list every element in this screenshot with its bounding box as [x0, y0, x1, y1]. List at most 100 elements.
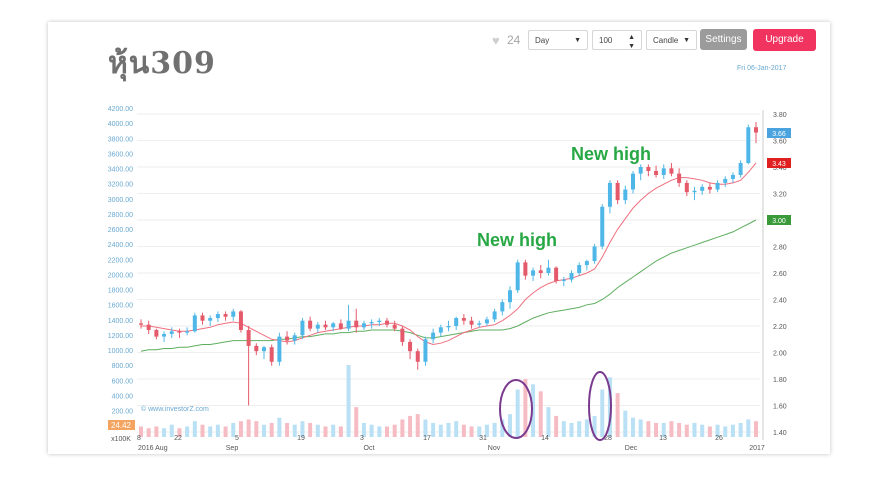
candle-body — [492, 311, 497, 320]
volume-bar — [392, 424, 397, 437]
candle-body — [423, 339, 428, 362]
volume-bar — [262, 424, 266, 437]
x-tick-label: 8 — [137, 435, 141, 442]
x-tick-label: 13 — [659, 435, 667, 442]
candle-body — [308, 320, 313, 329]
volume-bar — [354, 407, 359, 437]
left-tick-label: 1200.00 — [108, 333, 133, 340]
volume-bar — [331, 424, 336, 437]
candle-body — [139, 323, 143, 325]
candle-body — [638, 167, 643, 174]
x-axis: 8 22 5 19 3 17 31 14 28 13 26 2016 Aug Sep Oct Nov Dec 2… — [137, 435, 765, 452]
candle-body — [592, 246, 597, 262]
price-badge-label: 3.00 — [772, 218, 786, 225]
volume-bar — [577, 421, 582, 437]
price-badge — [767, 215, 791, 225]
volume-bar — [254, 421, 259, 437]
chevron-down-icon: ▼ — [683, 37, 690, 44]
candle-body — [661, 168, 666, 175]
candle-body — [277, 336, 282, 362]
candle-body — [177, 331, 182, 333]
left-tick-label: 3600.00 — [108, 151, 133, 158]
x-tick-label: 5 — [235, 435, 239, 442]
right-tick-label: 3.40 — [773, 165, 787, 172]
candle-body — [538, 270, 543, 273]
chart-style-select[interactable]: Candle ▼ — [646, 30, 697, 50]
left-tick-label: 200.00 — [112, 409, 134, 416]
candle-body — [223, 314, 228, 317]
candle-body — [684, 182, 689, 193]
candles — [139, 121, 758, 406]
heart-icon[interactable]: ♥ — [492, 33, 500, 48]
candle-body — [300, 320, 305, 336]
candle-body — [631, 173, 635, 190]
candle-body — [561, 279, 566, 281]
volume-bar — [323, 426, 328, 437]
right-tick-label: 1.80 — [773, 377, 787, 384]
price-badge-label: 3.43 — [772, 161, 786, 168]
volume-bar — [400, 419, 405, 437]
volume-bar — [269, 422, 274, 437]
candle-body — [654, 170, 659, 175]
volume-bar — [500, 419, 505, 437]
volume-bar — [208, 426, 213, 437]
candle-body — [607, 182, 612, 207]
right-tick-label: 1.60 — [773, 404, 787, 411]
candle-body — [238, 311, 243, 330]
x-tick-label: 22 — [174, 435, 182, 442]
right-tick-label: 2.20 — [773, 324, 787, 331]
candle-body — [208, 318, 213, 321]
right-axis: 1.40 1.60 1.80 2.00 2.20 2.40 2.60 2.80 3.00 3.20… — [762, 110, 791, 440]
candle-body — [692, 190, 697, 193]
x-tick-label: 19 — [297, 435, 305, 442]
volume-bar — [477, 426, 482, 437]
upgrade-button[interactable]: Upgrade — [753, 29, 816, 51]
left-tick-label: 3400.00 — [108, 167, 133, 174]
volume-bar — [677, 422, 682, 437]
candle-body — [369, 322, 374, 324]
candle-body — [192, 315, 197, 332]
chart-card — [48, 22, 830, 454]
volume-bar — [531, 384, 536, 437]
volume-bar — [431, 422, 436, 437]
stepper-icon[interactable]: ▲ ▼ — [628, 34, 635, 50]
volume-bar — [692, 422, 697, 437]
candle-body — [338, 323, 343, 329]
candle-body — [292, 335, 297, 341]
settings-button[interactable]: Settings — [700, 29, 747, 50]
count-stepper[interactable]: 100 ▲ ▼ — [592, 30, 642, 50]
volume-bar — [169, 424, 174, 437]
x-tick-label: 28 — [604, 435, 612, 442]
candle-body — [331, 323, 336, 328]
candle-body — [707, 186, 712, 190]
left-tick-label: 2000.00 — [108, 272, 133, 279]
candle-body — [431, 332, 436, 340]
right-tick-label: 3.80 — [773, 112, 787, 119]
volume-bar — [554, 415, 559, 437]
volume-bar — [185, 426, 190, 437]
candle-body — [285, 336, 290, 341]
volume-bar — [754, 421, 758, 437]
volume-bar — [623, 410, 628, 437]
left-tick-label: 2600.00 — [108, 227, 133, 234]
volume-bar — [638, 419, 643, 437]
x-tick-label: 17 — [423, 435, 431, 442]
candle-body — [461, 318, 466, 321]
candle-body — [738, 163, 743, 175]
volume-unit-label: x100K — [111, 436, 131, 443]
candle-body — [154, 329, 159, 337]
volume-bar — [607, 377, 612, 437]
left-tick-label: 1800.00 — [108, 288, 133, 295]
volume-bar — [408, 415, 413, 437]
x-month-label: Sep — [226, 445, 239, 452]
volume-bar — [446, 422, 451, 437]
volume-bar — [508, 414, 512, 437]
x-month-label: 2016 Aug — [138, 445, 168, 452]
volume-bar — [223, 426, 228, 437]
candle-body — [600, 206, 605, 247]
left-tick-label: 3000.00 — [108, 197, 133, 204]
right-tick-label: 2.00 — [773, 351, 787, 358]
period-select[interactable]: Day ▼ — [528, 30, 588, 50]
volume-bar — [246, 419, 251, 437]
